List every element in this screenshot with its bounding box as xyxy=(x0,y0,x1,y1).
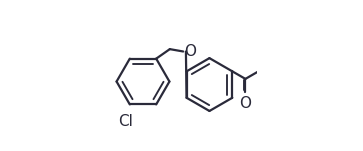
Text: O: O xyxy=(184,44,196,59)
Text: Cl: Cl xyxy=(119,114,134,129)
Text: O: O xyxy=(239,96,252,111)
